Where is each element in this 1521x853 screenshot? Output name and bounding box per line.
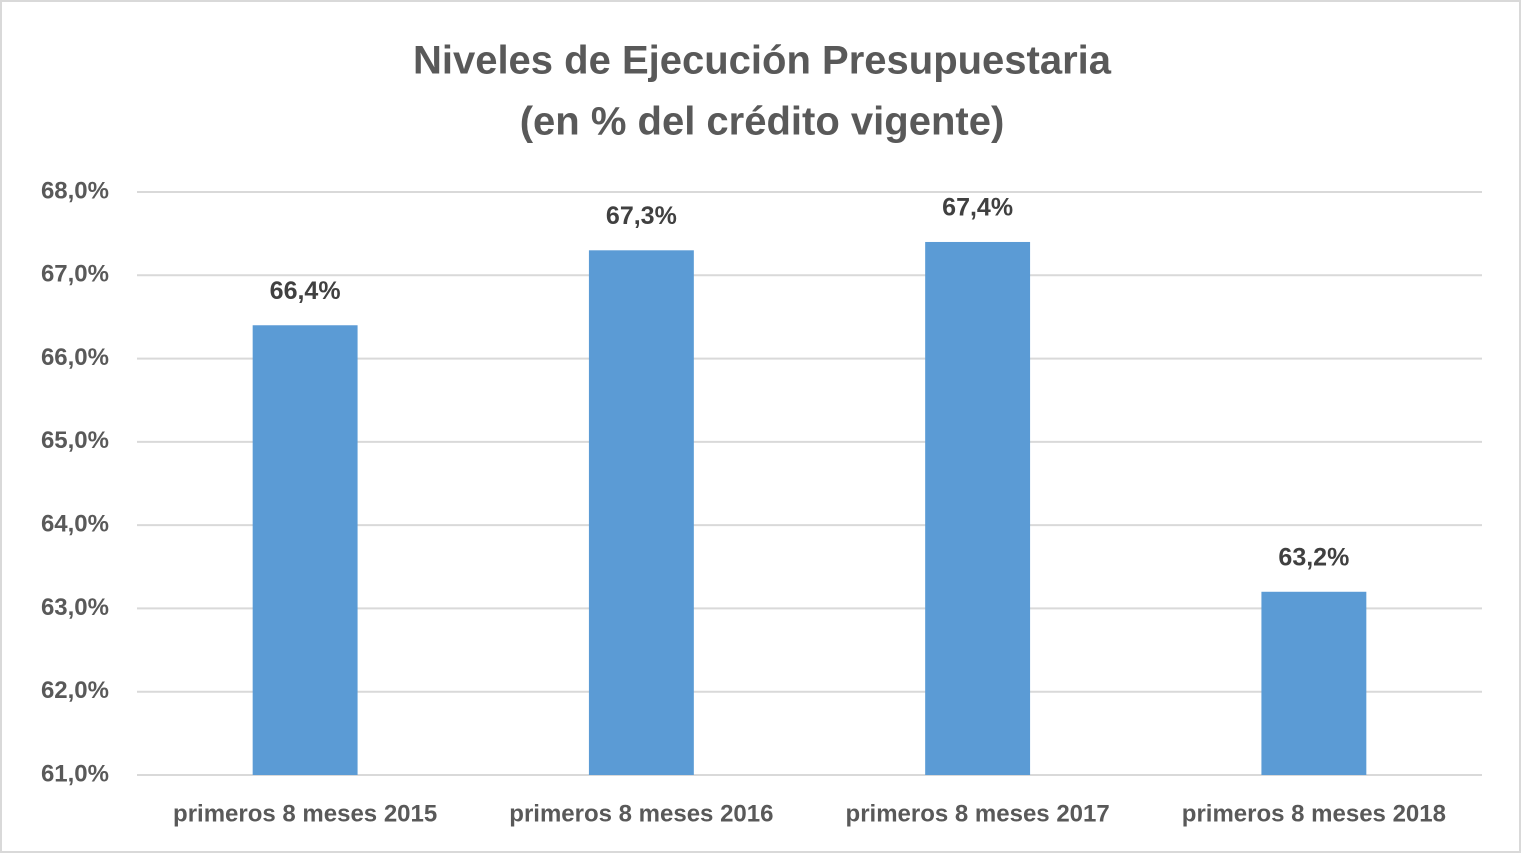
y-tick-label: 68,0%	[41, 177, 109, 204]
y-tick-label: 63,0%	[41, 594, 109, 621]
data-label: 66,4%	[270, 277, 341, 305]
x-tick-label: primeros 8 meses 2018	[1182, 800, 1446, 827]
chart-title: Niveles de Ejecución Presupuestaria	[413, 39, 1112, 83]
x-tick-label: primeros 8 meses 2016	[509, 800, 773, 827]
y-tick-label: 65,0%	[41, 427, 109, 454]
data-label: 63,2%	[1278, 543, 1349, 571]
x-tick-label: primeros 8 meses 2017	[846, 800, 1110, 827]
y-tick-label: 61,0%	[41, 760, 109, 787]
data-label: 67,4%	[942, 194, 1013, 222]
y-tick-label: 66,0%	[41, 344, 109, 371]
y-tick-label: 67,0%	[41, 261, 109, 288]
bar	[588, 250, 694, 776]
bar	[252, 325, 358, 775]
bar	[1261, 591, 1367, 775]
x-tick-label: primeros 8 meses 2015	[173, 800, 437, 827]
chart-subtitle: (en % del crédito vigente)	[520, 100, 1005, 144]
y-tick-label: 64,0%	[41, 510, 109, 537]
y-tick-label: 62,0%	[41, 677, 109, 704]
bar	[925, 241, 1031, 775]
data-label: 67,3%	[606, 202, 677, 230]
